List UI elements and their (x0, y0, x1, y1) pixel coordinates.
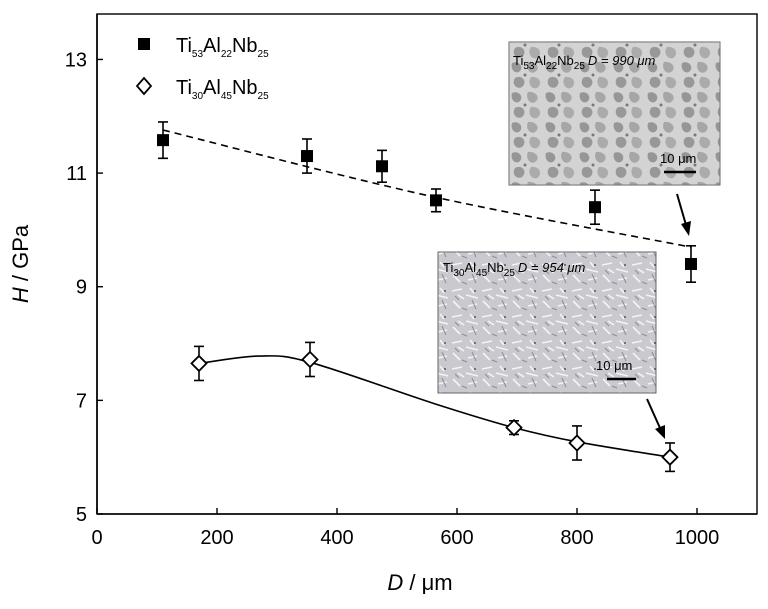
inset-micrograph-1: Ti53Al22Nb25 D = 990 μm 10 μm (508, 41, 721, 186)
inset-micrograph-2: Ti30Al45Nb25 D = 954 μm 10 μm (437, 251, 657, 394)
legend-label-series-1: Ti53Al22Nb25 (176, 35, 269, 60)
y-tick-label: 11 (66, 163, 87, 185)
inset-1-arrow (676, 193, 691, 236)
y-tick-label: 7 (76, 390, 87, 412)
y-tick-label: 9 (76, 277, 87, 299)
square-marker (157, 134, 169, 147)
diamond-marker (661, 448, 679, 466)
inset-1-scale-label: 10 μm (660, 151, 696, 166)
y-axis-title: H / GPa (8, 224, 33, 303)
data-point-series-1 (376, 149, 388, 183)
data-point-series-2 (505, 418, 523, 437)
diamond-marker (505, 418, 523, 437)
square-marker (376, 160, 388, 173)
square-marker (301, 150, 313, 163)
trend-line-series-1 (162, 129, 692, 248)
data-point-series-1 (589, 189, 601, 226)
x-tick-label: 1000 (675, 527, 720, 549)
inset-1-label: Ti53Al22Nb25 D = 990 μm (513, 53, 656, 72)
legend-label-series-2: Ti30Al45Nb25 (176, 77, 269, 102)
x-tick-label: 400 (320, 527, 353, 549)
data-point-series-2 (568, 425, 586, 461)
y-tick-label: 13 (65, 49, 87, 71)
data-point-series-1 (301, 138, 313, 174)
diamond-marker (568, 434, 586, 452)
x-tick-label: 600 (440, 527, 473, 549)
square-marker (589, 201, 601, 214)
y-tick-label: 5 (76, 504, 87, 526)
data-point-series-1 (157, 121, 169, 160)
square-marker (430, 194, 442, 207)
inset-2-scale-label: 10 μm (596, 358, 632, 373)
data-point-series-1 (430, 188, 442, 213)
x-tick-label: 0 (91, 527, 102, 549)
data-point-series-1 (685, 245, 697, 283)
data-point-series-2 (661, 442, 679, 473)
data-point-series-2 (301, 341, 319, 378)
legend: Ti53Al22Nb25 Ti30Al45Nb25 (135, 35, 269, 102)
legend-marker-series-2 (135, 76, 153, 96)
x-axis-title: D / μm (387, 570, 452, 595)
legend-marker-series-1 (138, 38, 150, 50)
inset-2-arrow (646, 398, 665, 439)
inset-2-label: Ti30Al45Nb25 D = 954 μm (443, 260, 586, 279)
diamond-marker (190, 354, 208, 373)
x-tick-label: 800 (560, 527, 593, 549)
square-marker (685, 258, 697, 270)
diamond-marker (301, 350, 319, 369)
data-point-series-2 (190, 345, 208, 382)
x-tick-label: 200 (200, 527, 233, 549)
